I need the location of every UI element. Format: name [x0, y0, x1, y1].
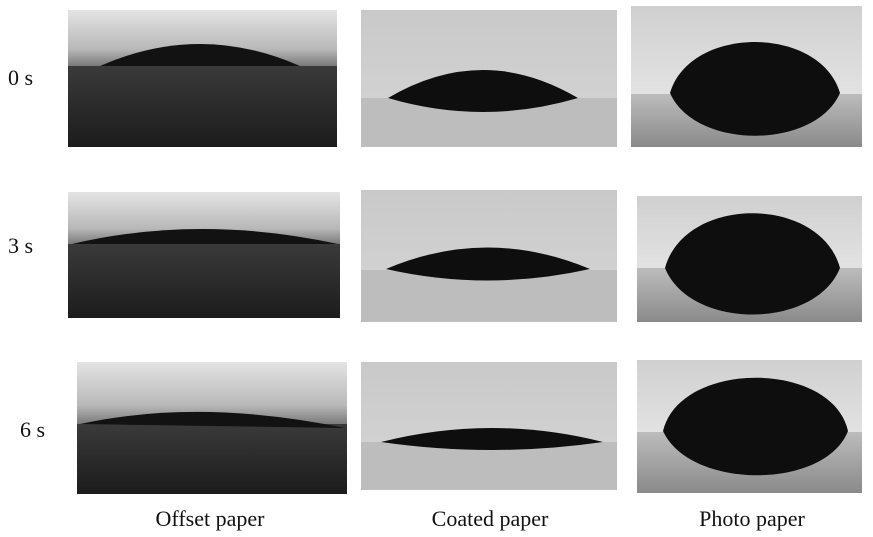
panel-coated-6s: [361, 362, 617, 490]
panel-photo-6s: [637, 360, 862, 493]
panel-coated-3s: [361, 190, 617, 322]
panel-photo-0s: [631, 6, 862, 147]
panel-offset-0s: [68, 10, 337, 147]
column-label: Offset paper: [156, 506, 266, 531]
row-label: 3 s: [8, 233, 33, 258]
row-label: 6 s: [20, 417, 45, 442]
column-label: Photo paper: [699, 506, 805, 531]
panel-coated-0s: [361, 10, 617, 147]
column-label: Coated paper: [432, 506, 549, 531]
panel-offset-3s: [68, 192, 340, 318]
figure: 0 s 3 s 6 s Offset paper Coated paper Ph…: [0, 0, 873, 537]
panel-offset-6s: [77, 362, 347, 494]
row-label: 0 s: [8, 65, 33, 90]
panel-photo-3s: [637, 196, 862, 322]
